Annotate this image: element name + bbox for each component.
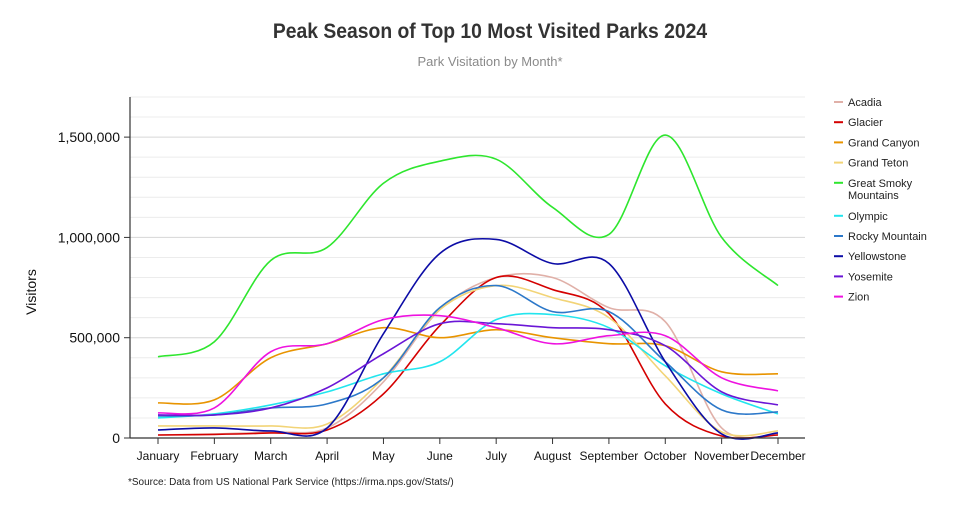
source-note: *Source: Data from US National Park Serv…: [128, 477, 454, 488]
series-line-yosemite: [157, 320, 779, 417]
x-tick-label: May: [372, 449, 395, 463]
series-lines: [157, 134, 779, 440]
legend-label: Acadia: [848, 97, 883, 109]
y-axis-ticks: 0 500,000 1,000,000 1,500,000: [58, 129, 130, 446]
chart-subtitle: Park Visitation by Month*: [417, 54, 563, 69]
legend-item-acadia[interactable]: Acadia: [834, 97, 883, 109]
legend-label: Zion: [848, 292, 869, 304]
y-tick-label: 1,500,000: [58, 129, 120, 145]
legend-item-yellowstone[interactable]: Yellowstone: [834, 251, 906, 263]
x-tick-label: August: [534, 449, 572, 463]
legend-label: Glacier: [848, 117, 883, 129]
legend-label: Great Smoky Mountains: [848, 178, 913, 202]
legend-item-olympic[interactable]: Olympic: [834, 211, 888, 223]
series-line-grand-canyon: [157, 326, 779, 405]
legend-label: Yellowstone: [848, 251, 906, 263]
series-line-great-smoky-mountains: [157, 134, 779, 358]
legend-label: Olympic: [848, 211, 888, 223]
legend: Acadia Glacier Grand Canyon Grand Teton Grea…: [834, 97, 927, 304]
x-tick-label: April: [315, 449, 339, 463]
x-axis-ticks: January February March April May June July Augu…: [137, 438, 806, 463]
legend-item-grand-teton[interactable]: Grand Teton: [834, 158, 908, 170]
x-tick-label: March: [254, 449, 287, 463]
x-tick-label: December: [750, 449, 805, 463]
series-line-acadia: [157, 272, 779, 439]
legend-label: Rocky Mountain: [848, 231, 927, 243]
x-tick-label: October: [644, 449, 687, 463]
series-line-rocky-mountain: [157, 284, 779, 417]
legend-label: Grand Teton: [848, 158, 908, 170]
y-axis-label: Visitors: [23, 269, 39, 315]
legend-label: Yosemite: [848, 271, 893, 283]
series-line-grand-teton: [157, 284, 779, 437]
legend-label: Grand Canyon: [848, 137, 920, 149]
chart-title: Peak Season of Top 10 Most Visited Parks…: [272, 20, 708, 43]
x-tick-label: June: [427, 449, 453, 463]
legend-item-grand-canyon[interactable]: Grand Canyon: [834, 137, 920, 149]
gridlines: [130, 96, 805, 419]
series-line-yellowstone: [157, 237, 779, 440]
series-line-olympic: [157, 312, 779, 419]
legend-item-glacier[interactable]: Glacier: [834, 117, 883, 129]
legend-item-rocky-mountain[interactable]: Rocky Mountain: [834, 231, 927, 243]
series-line-zion: [157, 314, 779, 415]
axes: [129, 97, 805, 439]
x-tick-label: September: [580, 449, 639, 463]
y-tick-label: 0: [112, 430, 120, 446]
x-tick-label: July: [486, 449, 507, 463]
x-tick-label: November: [694, 449, 749, 463]
x-tick-label: January: [137, 449, 180, 463]
legend-item-zion[interactable]: Zion: [834, 292, 869, 304]
x-tick-label: February: [190, 449, 238, 463]
y-tick-label: 500,000: [69, 330, 120, 346]
legend-item-great-smoky-mountains[interactable]: Great Smoky Mountains: [834, 178, 913, 202]
legend-item-yosemite[interactable]: Yosemite: [834, 271, 893, 283]
y-tick-label: 1,000,000: [58, 229, 120, 245]
